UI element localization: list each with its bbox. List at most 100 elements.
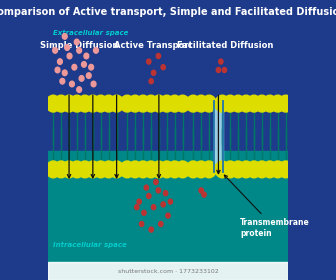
- Text: shutterstock.com · 1773233102: shutterstock.com · 1773233102: [118, 269, 218, 274]
- Circle shape: [137, 199, 141, 204]
- Circle shape: [160, 95, 174, 112]
- Text: Comparison of Active transport, Simple and Facilitated Diffusion: Comparison of Active transport, Simple a…: [0, 7, 336, 17]
- Circle shape: [139, 221, 144, 227]
- Circle shape: [91, 81, 96, 87]
- Circle shape: [120, 95, 134, 112]
- Circle shape: [202, 161, 216, 178]
- Bar: [48, 151, 288, 280]
- Circle shape: [142, 210, 146, 215]
- Circle shape: [146, 59, 151, 64]
- Circle shape: [82, 62, 86, 67]
- Circle shape: [62, 70, 67, 76]
- Circle shape: [156, 53, 161, 59]
- Circle shape: [101, 161, 116, 178]
- Circle shape: [202, 95, 216, 112]
- Circle shape: [135, 205, 139, 210]
- Circle shape: [270, 161, 285, 178]
- Circle shape: [152, 205, 156, 210]
- Circle shape: [79, 76, 84, 81]
- Circle shape: [77, 48, 82, 53]
- Circle shape: [149, 79, 153, 84]
- Circle shape: [93, 48, 98, 53]
- Circle shape: [86, 161, 100, 178]
- Circle shape: [263, 95, 277, 112]
- Circle shape: [55, 67, 60, 73]
- Circle shape: [168, 199, 173, 204]
- Circle shape: [77, 87, 82, 92]
- Circle shape: [222, 67, 226, 73]
- Circle shape: [175, 95, 190, 112]
- Circle shape: [53, 48, 57, 53]
- Circle shape: [62, 95, 76, 112]
- Circle shape: [270, 95, 285, 112]
- Circle shape: [144, 95, 158, 112]
- Circle shape: [239, 95, 253, 112]
- Circle shape: [219, 59, 223, 64]
- Circle shape: [239, 161, 253, 178]
- Circle shape: [199, 188, 203, 193]
- Circle shape: [62, 34, 67, 39]
- Circle shape: [70, 81, 74, 87]
- Circle shape: [247, 161, 261, 178]
- Circle shape: [93, 95, 108, 112]
- Circle shape: [168, 161, 182, 178]
- Circle shape: [74, 39, 79, 45]
- Circle shape: [54, 161, 68, 178]
- Bar: [48, 262, 288, 280]
- Circle shape: [46, 95, 60, 112]
- Circle shape: [202, 192, 206, 197]
- Circle shape: [194, 95, 208, 112]
- Circle shape: [152, 161, 166, 178]
- Circle shape: [175, 161, 190, 178]
- Circle shape: [54, 95, 68, 112]
- Circle shape: [159, 221, 163, 227]
- Circle shape: [101, 95, 116, 112]
- Circle shape: [86, 95, 100, 112]
- Bar: [48, 0, 288, 151]
- Circle shape: [255, 95, 269, 112]
- Circle shape: [194, 161, 208, 178]
- Circle shape: [163, 191, 168, 196]
- Circle shape: [146, 193, 151, 199]
- Circle shape: [223, 161, 238, 178]
- Circle shape: [86, 73, 91, 78]
- Circle shape: [152, 95, 166, 112]
- Circle shape: [70, 161, 84, 178]
- Circle shape: [128, 95, 142, 112]
- Circle shape: [231, 161, 245, 178]
- Circle shape: [149, 227, 153, 232]
- Text: Simple Diffusion: Simple Diffusion: [40, 41, 118, 50]
- Circle shape: [136, 95, 150, 112]
- Circle shape: [154, 179, 158, 185]
- Circle shape: [279, 161, 293, 178]
- Circle shape: [120, 161, 134, 178]
- Circle shape: [72, 64, 77, 70]
- Text: Active Transport: Active Transport: [114, 41, 193, 50]
- Circle shape: [152, 70, 156, 75]
- Circle shape: [93, 161, 108, 178]
- Circle shape: [84, 53, 89, 59]
- Bar: [214, 101, 223, 172]
- Circle shape: [156, 188, 161, 193]
- Circle shape: [231, 95, 245, 112]
- Circle shape: [255, 161, 269, 178]
- Circle shape: [144, 185, 149, 190]
- Text: Intracellular space: Intracellular space: [53, 242, 126, 248]
- Circle shape: [136, 161, 150, 178]
- Circle shape: [186, 161, 200, 178]
- Circle shape: [128, 161, 142, 178]
- Circle shape: [216, 67, 221, 73]
- Circle shape: [144, 161, 158, 178]
- Circle shape: [110, 95, 124, 112]
- Circle shape: [70, 95, 84, 112]
- Text: Facilitated Diffusion: Facilitated Diffusion: [177, 41, 274, 50]
- Circle shape: [65, 45, 70, 50]
- Circle shape: [160, 161, 174, 178]
- Circle shape: [215, 161, 229, 178]
- Circle shape: [168, 95, 182, 112]
- Circle shape: [78, 95, 92, 112]
- Circle shape: [161, 65, 165, 70]
- Circle shape: [110, 161, 124, 178]
- Circle shape: [263, 161, 277, 178]
- Circle shape: [60, 78, 65, 84]
